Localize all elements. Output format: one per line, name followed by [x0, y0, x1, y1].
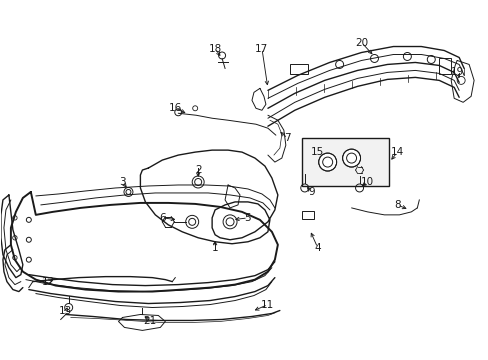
- Text: 6: 6: [159, 213, 165, 223]
- Text: 17: 17: [255, 44, 268, 54]
- Bar: [289, 64, 307, 75]
- Text: 2: 2: [195, 165, 201, 175]
- Text: 9: 9: [308, 187, 314, 197]
- Bar: [301, 211, 313, 219]
- Text: 5: 5: [244, 213, 251, 223]
- Text: 13: 13: [59, 306, 72, 316]
- Text: 11: 11: [261, 300, 274, 310]
- Bar: [301, 138, 388, 186]
- Text: 7: 7: [284, 133, 290, 143]
- Text: 8: 8: [393, 200, 400, 210]
- Text: 4: 4: [314, 243, 321, 253]
- Text: 12: 12: [42, 276, 55, 287]
- Text: 15: 15: [310, 147, 324, 157]
- Text: 3: 3: [119, 177, 125, 187]
- Circle shape: [318, 153, 336, 171]
- Circle shape: [342, 149, 360, 167]
- Text: 20: 20: [354, 37, 367, 48]
- Text: 14: 14: [390, 147, 403, 157]
- Text: 18: 18: [208, 44, 221, 54]
- Text: 10: 10: [360, 177, 373, 187]
- Bar: [438, 58, 450, 75]
- Text: 1: 1: [211, 243, 218, 253]
- Text: 16: 16: [168, 103, 182, 113]
- Text: 19: 19: [449, 67, 463, 77]
- Text: 21: 21: [143, 316, 157, 327]
